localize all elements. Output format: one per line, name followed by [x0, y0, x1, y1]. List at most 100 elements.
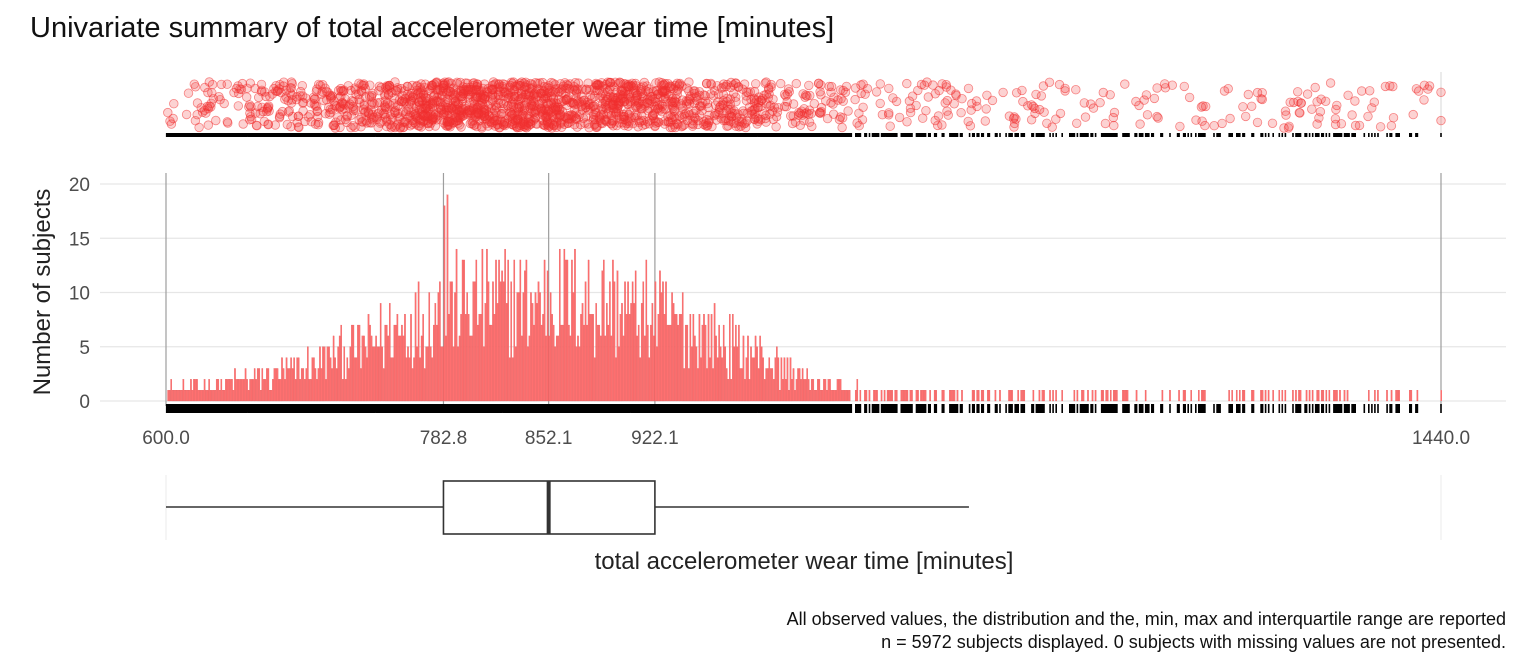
observation-point — [1363, 111, 1373, 122]
observation-point — [480, 92, 490, 102]
histogram-bar — [868, 390, 871, 402]
histogram-bar — [1201, 390, 1203, 402]
observation-point — [704, 110, 714, 121]
observation-point — [314, 79, 324, 90]
histogram-bar — [976, 390, 978, 402]
observation-point — [711, 115, 722, 125]
histogram-bar — [179, 390, 182, 402]
histogram-bar — [524, 270, 526, 402]
histogram-bar — [184, 390, 186, 402]
observation-point — [392, 83, 403, 93]
histogram-bar — [971, 390, 974, 402]
histogram-bar — [783, 357, 786, 402]
histogram-bar — [1281, 390, 1284, 402]
histogram-bar — [674, 314, 676, 402]
observation-point — [804, 80, 814, 91]
observation-point — [293, 111, 304, 121]
histogram-bar — [354, 357, 356, 402]
observation-point — [1332, 100, 1342, 111]
histogram-bar — [1333, 390, 1335, 402]
histogram-bars — [167, 194, 1442, 402]
observation-point — [1009, 122, 1019, 132]
histogram-bar — [266, 368, 268, 402]
histogram-bar — [1169, 390, 1171, 402]
observation-point — [1198, 101, 1208, 111]
histogram-bar — [466, 292, 468, 402]
histogram-bar — [701, 324, 704, 402]
histogram-bar — [1100, 390, 1103, 402]
observation-point — [1004, 111, 1015, 121]
observation-point — [1314, 113, 1324, 123]
histogram-bar — [634, 270, 637, 402]
histogram-bar — [1011, 390, 1013, 402]
observation-point — [1167, 80, 1178, 90]
histogram-bar — [226, 379, 229, 402]
histogram-bar — [247, 390, 250, 402]
observation-point — [852, 118, 862, 128]
histogram-bar — [429, 346, 432, 402]
observation-point — [389, 98, 399, 109]
histogram-bar — [422, 314, 424, 402]
histogram-bar — [555, 335, 558, 402]
observation-point — [672, 89, 683, 100]
observation-point — [192, 98, 203, 108]
observation-point — [380, 82, 391, 93]
observation-point — [1131, 96, 1141, 107]
observation-point — [701, 78, 712, 89]
histogram-bar — [873, 390, 875, 402]
observation-point — [942, 95, 953, 106]
histogram-bar — [389, 303, 391, 402]
histogram-bar — [694, 335, 696, 402]
histogram-bar — [551, 314, 553, 402]
histogram-bar — [191, 390, 194, 402]
histogram-bar — [905, 390, 907, 402]
histogram-bar — [445, 335, 447, 402]
observation-point — [506, 101, 516, 112]
histogram-bar — [785, 379, 787, 402]
observation-point — [336, 83, 346, 94]
histogram-bar — [428, 292, 431, 402]
histogram-bar — [880, 390, 883, 402]
observation-point — [437, 90, 447, 100]
histogram-bar — [560, 324, 563, 402]
histogram-bar — [267, 368, 270, 402]
histogram-bar — [637, 324, 640, 402]
observation-point — [312, 106, 322, 117]
histogram-bar — [865, 390, 868, 402]
histogram-bar — [839, 379, 842, 402]
histogram-bar — [1410, 390, 1413, 402]
histogram-bar — [454, 292, 456, 402]
histogram-bar — [571, 259, 573, 402]
histogram-bar — [672, 303, 675, 402]
observation-point — [933, 120, 943, 131]
observation-point — [826, 97, 836, 108]
observation-point — [1055, 108, 1066, 119]
histogram-bar — [738, 324, 740, 402]
observation-point — [488, 77, 499, 87]
histogram-bar — [317, 368, 320, 402]
observation-point — [298, 91, 308, 101]
histogram-bar — [1322, 390, 1325, 402]
histogram-bar — [168, 390, 171, 402]
histogram-bar — [461, 259, 464, 402]
observation-point — [244, 100, 255, 110]
histogram-bar — [487, 281, 490, 402]
histogram-bar — [1316, 390, 1318, 402]
histogram-bar — [826, 390, 828, 402]
histogram-bar — [1123, 390, 1126, 402]
histogram-bar — [536, 303, 538, 402]
histogram-bar — [270, 390, 273, 402]
histogram-bar — [1328, 390, 1331, 402]
histogram-bar — [733, 346, 736, 402]
histogram-bar — [337, 346, 339, 402]
histogram-bar — [883, 390, 886, 402]
boxplot-panel — [165, 475, 1442, 540]
histogram-bar — [288, 368, 291, 402]
histogram-bar — [305, 368, 308, 402]
histogram-bar — [1105, 390, 1107, 402]
observation-point — [1310, 82, 1320, 93]
histogram-bar — [615, 357, 617, 402]
histogram-bar — [293, 357, 295, 402]
histogram-bar — [727, 379, 730, 402]
observation-point — [601, 83, 611, 94]
